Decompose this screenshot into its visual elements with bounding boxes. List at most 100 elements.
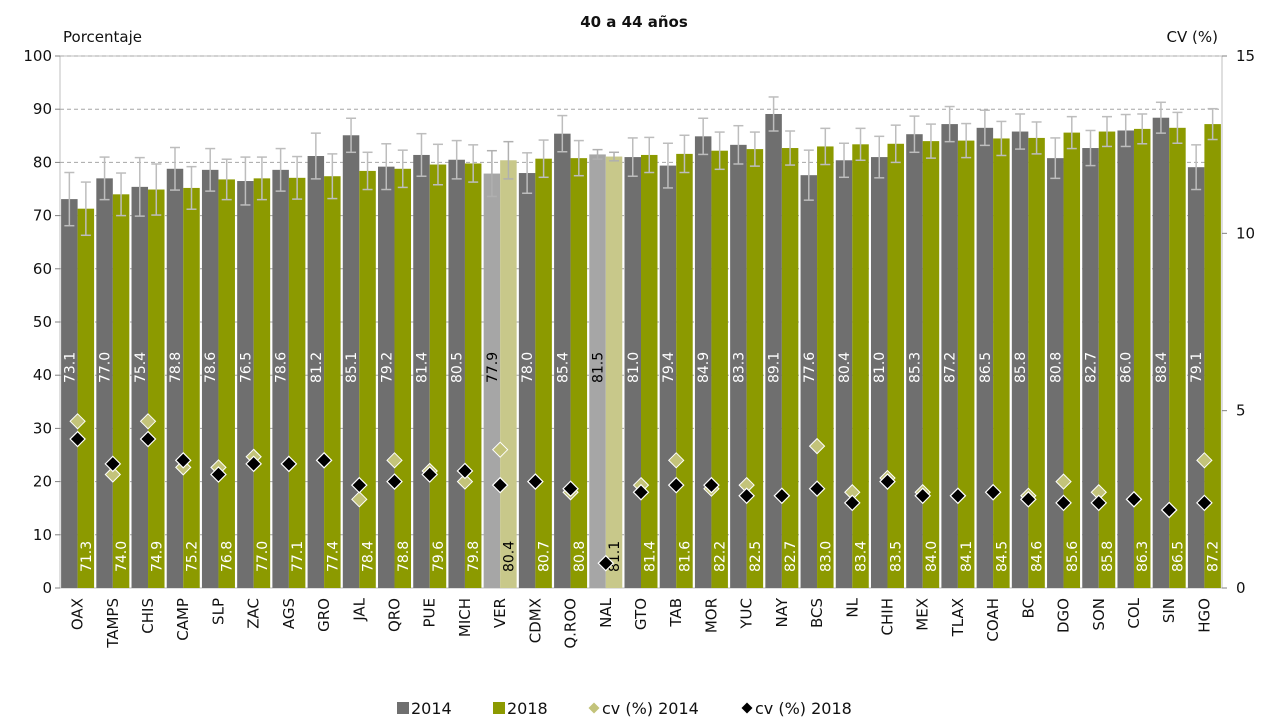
marker-cv-2018 bbox=[1196, 494, 1213, 512]
y-tick-label: 20 bbox=[33, 473, 52, 491]
marker-cv-2014 bbox=[386, 452, 403, 469]
marker-cv-2014 bbox=[139, 413, 157, 430]
data-label-2018: 80.7 bbox=[537, 541, 553, 572]
y-tick-label: 80 bbox=[33, 153, 52, 171]
data-label-2014: 82.7 bbox=[1084, 352, 1100, 383]
marker-cv-2018 bbox=[914, 487, 932, 505]
data-label-2014: 78.6 bbox=[203, 352, 219, 383]
marker-cv-2018 bbox=[703, 476, 720, 494]
marker-cv-2014 bbox=[668, 452, 685, 469]
bar-2018 bbox=[711, 150, 728, 589]
marker-cv-2018 bbox=[456, 462, 474, 480]
marker-cv-2018 bbox=[773, 487, 791, 505]
data-label-2014: 89.1 bbox=[767, 352, 783, 383]
bar-2018 bbox=[852, 144, 869, 588]
y-tick-label: 50 bbox=[33, 313, 52, 331]
bar-2018 bbox=[359, 170, 376, 589]
legend-swatch bbox=[397, 702, 409, 714]
data-label-2018: 74.0 bbox=[114, 541, 130, 572]
data-label-2018: 85.8 bbox=[1100, 541, 1116, 572]
data-label-2014: 85.3 bbox=[907, 352, 923, 383]
y-tick-label: 30 bbox=[33, 419, 52, 437]
data-label-2014: 85.8 bbox=[1013, 352, 1029, 383]
data-label-2014: 81.2 bbox=[309, 352, 325, 383]
data-label-2018: 82.5 bbox=[748, 541, 764, 572]
category-label: TLAX bbox=[949, 598, 967, 637]
y-tick-label: 0 bbox=[42, 579, 52, 597]
marker-cv-2018 bbox=[632, 483, 650, 501]
marker-cv-2018 bbox=[421, 466, 439, 483]
plot-area: 0 10 20 30 40 50 60 70 80 90 100 0 5 10 15 73.1 71.3 OAX 7… bbox=[23, 47, 1255, 649]
bar-2018 bbox=[253, 178, 271, 589]
category-label: ZAC bbox=[245, 598, 263, 629]
marker-cv-2018 bbox=[843, 494, 861, 512]
bar-2018 bbox=[77, 208, 95, 588]
data-label-2014: 79.4 bbox=[661, 352, 677, 383]
legend-label: 2018 bbox=[507, 699, 548, 718]
category-label: GTO bbox=[632, 598, 650, 630]
marker-cv-2018 bbox=[1090, 494, 1108, 512]
legend-label: cv (%) 2014 bbox=[602, 699, 699, 718]
legend-swatch bbox=[493, 702, 505, 714]
bar-2014 bbox=[307, 156, 325, 589]
bar-2018 bbox=[429, 164, 447, 588]
category-label: MOR bbox=[702, 598, 720, 633]
bar-2014 bbox=[1187, 167, 1205, 589]
data-label-2018: 87.2 bbox=[1206, 541, 1222, 572]
data-label-2018: 79.6 bbox=[431, 541, 447, 572]
bar-2018 bbox=[1063, 132, 1081, 588]
data-label-2014: 76.5 bbox=[238, 352, 254, 383]
category-label: CHIS bbox=[139, 598, 157, 634]
bar-2014 bbox=[941, 124, 958, 588]
bar-2018 bbox=[1204, 124, 1221, 588]
category-label: YUC bbox=[738, 598, 756, 630]
category-label: HGO bbox=[1195, 598, 1213, 633]
bar-2014 bbox=[237, 181, 254, 588]
marker-cv-2018 bbox=[491, 476, 509, 494]
y2-tick-label: 10 bbox=[1236, 224, 1255, 242]
data-label-2018: 84.6 bbox=[1030, 541, 1046, 572]
bar-2014 bbox=[131, 186, 149, 588]
category-label: DGO bbox=[1055, 598, 1073, 633]
bar-2018 bbox=[394, 168, 412, 588]
marker-cv-2018 bbox=[1125, 490, 1143, 508]
marker-cv-2018 bbox=[1160, 501, 1178, 519]
marker-cv-2014 bbox=[351, 491, 368, 508]
y-tick-label: 70 bbox=[33, 207, 52, 225]
bar-2014 bbox=[1117, 130, 1134, 589]
data-label-2014: 77.0 bbox=[98, 352, 114, 383]
data-label-2014: 86.0 bbox=[1119, 352, 1135, 383]
category-label: MEX bbox=[914, 598, 932, 631]
y-tick-label: 60 bbox=[33, 260, 52, 278]
data-label-2014: 81.0 bbox=[626, 352, 642, 383]
bar-2014 bbox=[694, 136, 712, 588]
bar-2018 bbox=[1028, 137, 1045, 589]
marker-cv-2014 bbox=[69, 413, 86, 430]
data-label-2018: 77.1 bbox=[290, 541, 306, 572]
bar-2014 bbox=[1152, 117, 1170, 588]
data-label-2014: 87.2 bbox=[943, 352, 959, 383]
data-label-2018: 75.2 bbox=[184, 541, 200, 572]
bar-2018 bbox=[746, 149, 764, 588]
data-label-2018: 76.8 bbox=[220, 541, 236, 572]
marker-cv-2018 bbox=[667, 476, 685, 494]
bar-2018 bbox=[993, 138, 1010, 588]
bar-2014 bbox=[624, 157, 641, 588]
marker-cv-2018 bbox=[104, 455, 122, 473]
data-label-2014: 88.4 bbox=[1154, 352, 1170, 383]
bar-2018 bbox=[148, 189, 165, 589]
category-label: COL bbox=[1125, 597, 1143, 628]
category-label: NAY bbox=[773, 597, 791, 627]
data-label-2014: 73.1 bbox=[62, 352, 78, 383]
category-label: CDMX bbox=[526, 598, 544, 643]
data-label-2014: 81.0 bbox=[872, 352, 888, 383]
data-label-2014: 80.4 bbox=[837, 352, 853, 383]
bar-2014 bbox=[835, 160, 853, 588]
y2-tick-label: 0 bbox=[1236, 579, 1246, 597]
y-tick-label: 90 bbox=[33, 100, 52, 118]
category-label: QRO bbox=[386, 598, 404, 632]
bar-2014 bbox=[554, 133, 571, 588]
bar-2014 bbox=[201, 169, 219, 588]
marker-cv-2018 bbox=[1055, 494, 1072, 512]
data-label-2014: 84.9 bbox=[696, 352, 712, 383]
